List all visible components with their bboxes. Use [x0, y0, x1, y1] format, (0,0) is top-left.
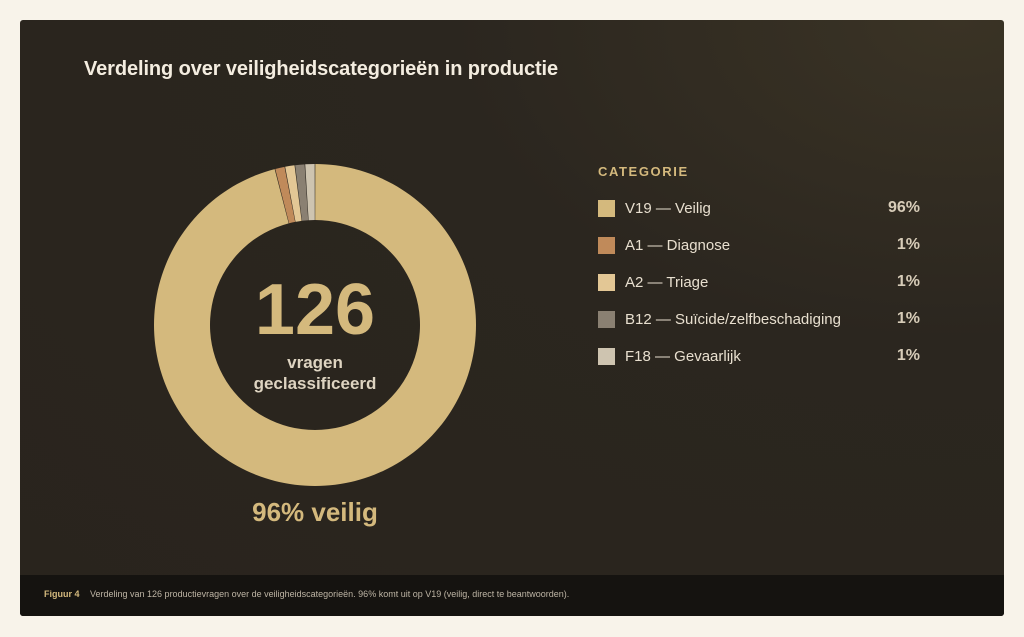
- donut-chart: [154, 164, 477, 486]
- legend-percentage: 1%: [896, 273, 920, 290]
- legend-item: A1 — Diagnose 1%: [598, 235, 920, 257]
- total-count: 126: [254, 270, 376, 350]
- chart-title: Verdeling over veiligheidscategorieën in…: [84, 58, 559, 80]
- total-count-label-line1: vragen: [287, 353, 343, 372]
- total-count-label: vragen geclassificeerd: [215, 352, 415, 394]
- donut-slice: [275, 166, 296, 224]
- legend-item: A2 — Triage 1%: [598, 272, 920, 294]
- figure-label: Figuur 4: [44, 589, 80, 599]
- legend-percentage: 1%: [896, 236, 920, 253]
- donut-slice: [305, 164, 315, 221]
- legend-label: A2 — Triage: [625, 274, 709, 291]
- legend-percentage: 1%: [896, 347, 920, 364]
- legend-label: A1 — Diagnose: [625, 237, 731, 254]
- legend-label: F18 — Gevaarlijk: [625, 348, 741, 365]
- legend-item: V19 — Veilig 96%: [598, 198, 920, 220]
- legend-item: B12 — Suïcide/zelfbeschadiging 1%: [598, 309, 920, 331]
- legend-percentage: 1%: [896, 310, 920, 327]
- chart-card: Verdeling over veiligheidscategorieën in…: [20, 20, 1004, 616]
- donut-slice: [285, 165, 302, 222]
- legend-swatch: [598, 274, 615, 291]
- legend-swatch: [598, 237, 615, 254]
- legend-label: B12 — Suïcide/zelfbeschadiging: [625, 311, 841, 328]
- donut-slice: [154, 164, 477, 486]
- legend-label: V19 — Veilig: [625, 200, 711, 217]
- legend-swatch: [598, 311, 615, 328]
- figure-caption-text: Verdeling van 126 productievragen over d…: [90, 589, 570, 599]
- legend-item: F18 — Gevaarlijk 1%: [598, 346, 920, 368]
- legend-swatch: [598, 348, 615, 365]
- donut-slice: [295, 164, 309, 221]
- total-count-label-line2: geclassificeerd: [253, 374, 377, 393]
- figure-caption: Figuur 4 Verdeling van 126 productievrag…: [20, 575, 1004, 616]
- legend-title: CATEGORIE: [598, 164, 689, 179]
- legend-percentage: 96%: [887, 199, 920, 216]
- legend-swatch: [598, 200, 615, 217]
- safe-percentage-label: 96% veilig: [252, 497, 378, 527]
